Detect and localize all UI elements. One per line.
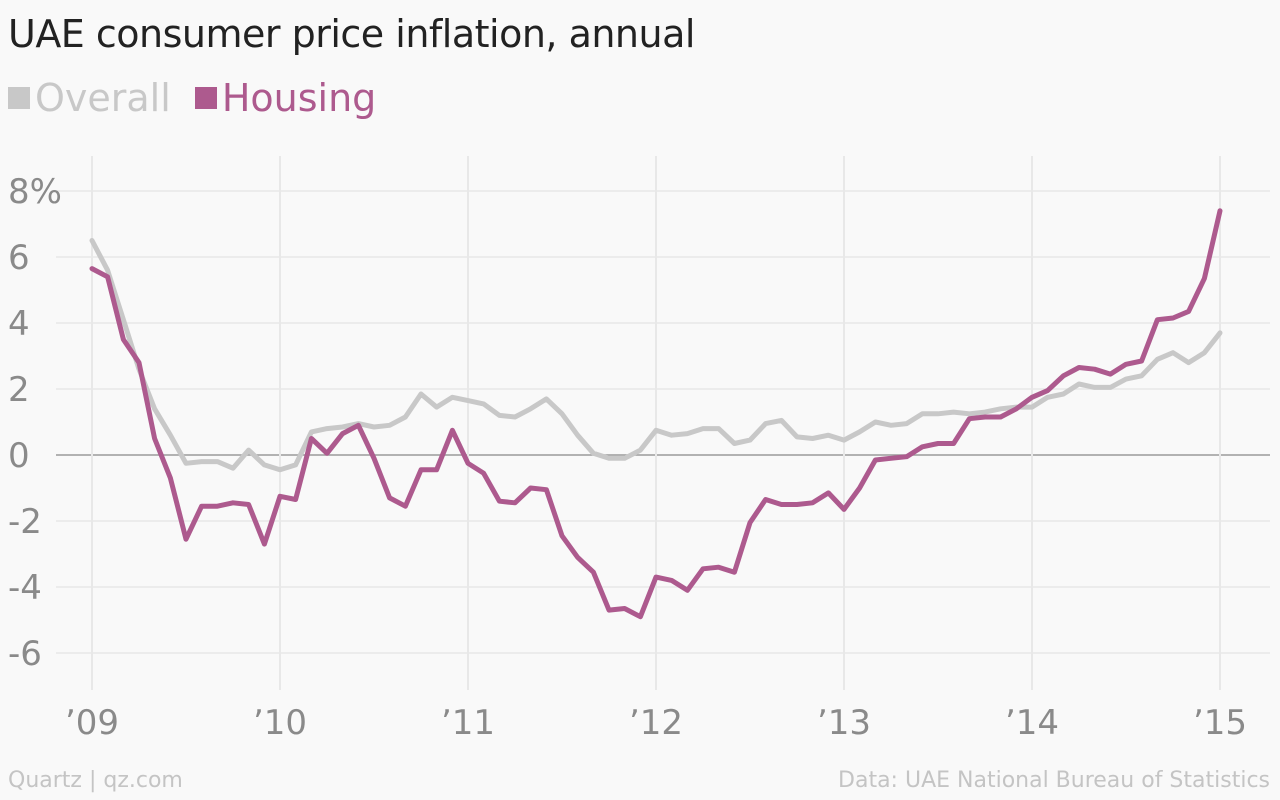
legend-item-overall: Overall — [8, 76, 171, 120]
x-tick-label: ’11 — [441, 703, 495, 743]
legend-swatch-housing — [194, 87, 217, 109]
chart-title: UAE consumer price inflation, annual — [8, 12, 695, 56]
y-tick-label: 2 — [8, 370, 30, 410]
y-tick-label: -2 — [8, 502, 42, 542]
footer-source-left: Quartz | qz.com — [8, 768, 183, 793]
legend: Overall Housing — [8, 76, 400, 120]
x-tick-label: ’10 — [253, 703, 307, 743]
legend-item-housing: Housing — [194, 76, 377, 120]
legend-swatch-overall — [8, 87, 30, 109]
x-tick-label: ’15 — [1193, 703, 1247, 743]
y-tick-label: 6 — [8, 238, 30, 278]
y-tick-label: 4 — [8, 304, 30, 344]
x-tick-label: ’12 — [629, 703, 683, 743]
series-line-housing — [89, 208, 1223, 620]
y-tick-label: -4 — [8, 568, 42, 608]
x-tick-label: ’09 — [65, 703, 119, 743]
y-tick-label: -6 — [8, 634, 42, 674]
legend-label-overall: Overall — [35, 76, 171, 120]
series-line-overall — [89, 238, 1223, 473]
footer-source-right: Data: UAE National Bureau of Statistics — [838, 768, 1270, 793]
y-tick-label: 0 — [8, 436, 30, 476]
y-tick-label: 8% — [8, 172, 62, 212]
x-tick-label: ’13 — [817, 703, 871, 743]
legend-label-housing: Housing — [221, 76, 377, 120]
x-tick-label: ’14 — [1005, 703, 1059, 743]
